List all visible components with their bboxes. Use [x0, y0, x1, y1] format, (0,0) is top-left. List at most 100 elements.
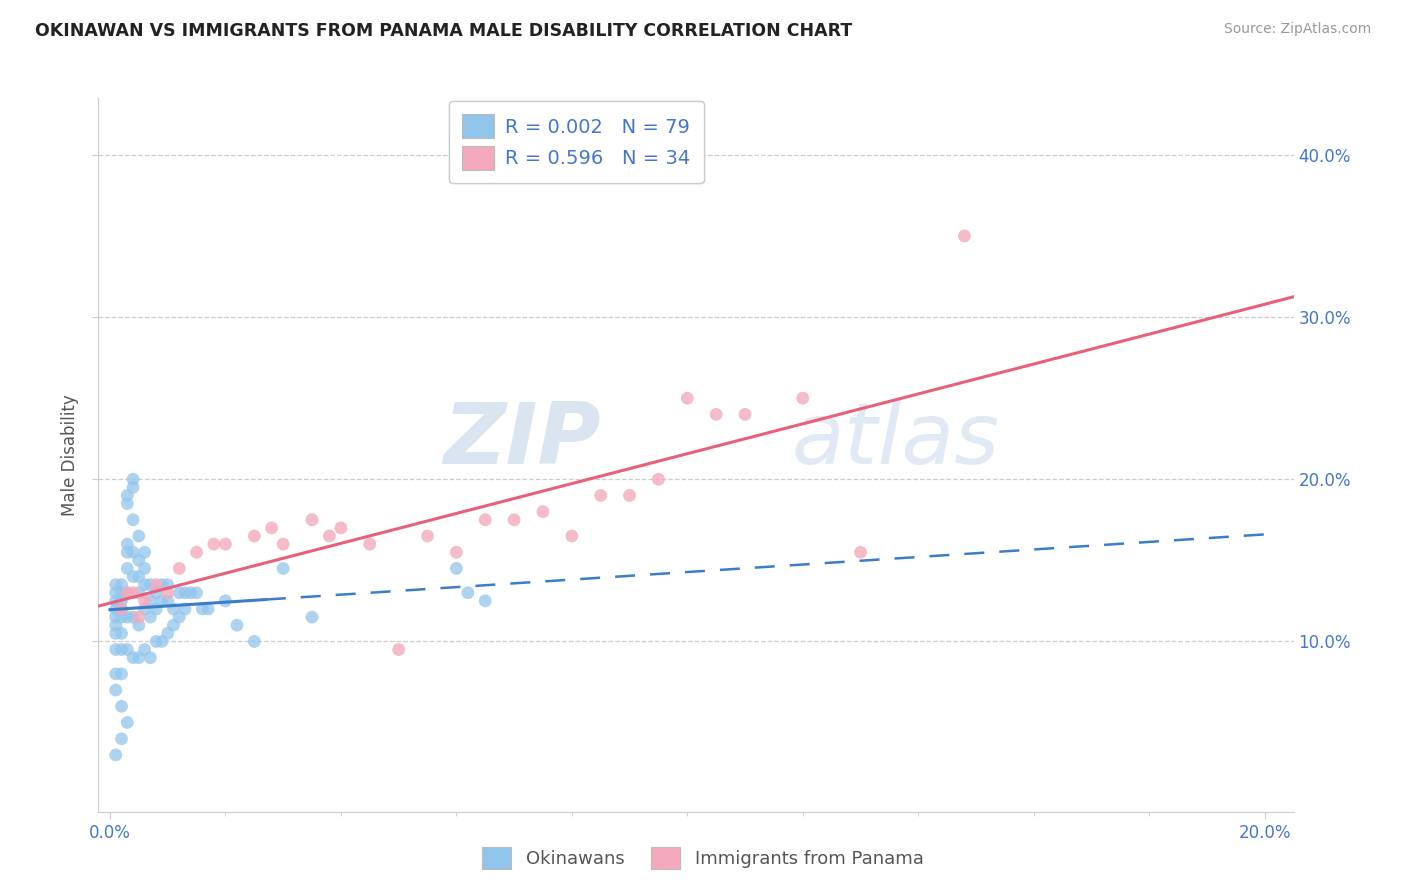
Point — [128, 569, 150, 583]
Point — [145, 634, 167, 648]
Text: Source: ZipAtlas.com: Source: ZipAtlas.com — [1223, 22, 1371, 37]
Point — [271, 537, 294, 551]
Legend: R = 0.002   N = 79, R = 0.596   N = 34: R = 0.002 N = 79, R = 0.596 N = 34 — [449, 101, 704, 183]
Point — [117, 715, 139, 730]
Point — [446, 561, 468, 575]
Point — [122, 513, 145, 527]
Point — [122, 650, 145, 665]
Point — [150, 634, 173, 648]
Point — [117, 537, 139, 551]
Y-axis label: Male Disability: Male Disability — [60, 394, 79, 516]
Point — [134, 594, 156, 608]
Point — [619, 488, 641, 502]
Point — [359, 537, 381, 551]
Point — [145, 586, 167, 600]
Point — [122, 569, 145, 583]
Point — [457, 586, 479, 600]
Point — [104, 577, 127, 591]
Point — [156, 586, 179, 600]
Point — [128, 610, 150, 624]
Point — [271, 561, 294, 575]
Point — [104, 610, 127, 624]
Point — [122, 472, 145, 486]
Point — [145, 577, 167, 591]
Point — [139, 594, 162, 608]
Point — [117, 545, 139, 559]
Point — [117, 586, 139, 600]
Point — [139, 610, 162, 624]
Point — [156, 626, 179, 640]
Point — [150, 594, 173, 608]
Point — [128, 529, 150, 543]
Point — [128, 586, 150, 600]
Point — [849, 545, 872, 559]
Point — [110, 666, 132, 681]
Point — [134, 545, 156, 559]
Point — [139, 577, 162, 591]
Point — [104, 618, 127, 632]
Point — [150, 577, 173, 591]
Text: atlas: atlas — [792, 399, 1000, 483]
Point — [561, 529, 583, 543]
Point — [122, 610, 145, 624]
Point — [676, 391, 699, 405]
Point — [104, 642, 127, 657]
Point — [110, 586, 132, 600]
Point — [128, 553, 150, 567]
Point — [647, 472, 669, 486]
Point — [128, 618, 150, 632]
Text: OKINAWAN VS IMMIGRANTS FROM PANAMA MALE DISABILITY CORRELATION CHART: OKINAWAN VS IMMIGRANTS FROM PANAMA MALE … — [35, 22, 852, 40]
Point — [110, 731, 132, 746]
Point — [110, 602, 132, 616]
Legend: Okinawans, Immigrants from Panama: Okinawans, Immigrants from Panama — [475, 839, 931, 876]
Point — [214, 594, 236, 608]
Text: ZIP: ZIP — [443, 399, 600, 483]
Point — [134, 642, 156, 657]
Point — [117, 488, 139, 502]
Point — [301, 610, 323, 624]
Point — [329, 521, 352, 535]
Point — [474, 513, 496, 527]
Point — [104, 666, 127, 681]
Point — [214, 537, 236, 551]
Point — [734, 408, 756, 422]
Point — [167, 610, 190, 624]
Point — [704, 408, 727, 422]
Point — [162, 618, 184, 632]
Point — [186, 545, 208, 559]
Point — [589, 488, 612, 502]
Point — [134, 577, 156, 591]
Point — [104, 586, 127, 600]
Point — [104, 602, 127, 616]
Point — [180, 586, 202, 600]
Point — [122, 586, 145, 600]
Point — [122, 480, 145, 494]
Point — [104, 594, 127, 608]
Point — [128, 650, 150, 665]
Point — [134, 602, 156, 616]
Point — [226, 618, 249, 632]
Point — [156, 594, 179, 608]
Point — [167, 561, 190, 575]
Point — [416, 529, 439, 543]
Point — [110, 594, 132, 608]
Point — [474, 594, 496, 608]
Point — [202, 537, 225, 551]
Point — [110, 699, 132, 714]
Point — [110, 577, 132, 591]
Point — [792, 391, 814, 405]
Point — [446, 545, 468, 559]
Point — [110, 610, 132, 624]
Point — [531, 505, 554, 519]
Point — [104, 747, 127, 762]
Point — [122, 545, 145, 559]
Point — [174, 602, 197, 616]
Point — [139, 650, 162, 665]
Point — [117, 586, 139, 600]
Point — [117, 610, 139, 624]
Point — [953, 229, 976, 244]
Point — [243, 529, 266, 543]
Point — [197, 602, 219, 616]
Point — [117, 561, 139, 575]
Point — [388, 642, 411, 657]
